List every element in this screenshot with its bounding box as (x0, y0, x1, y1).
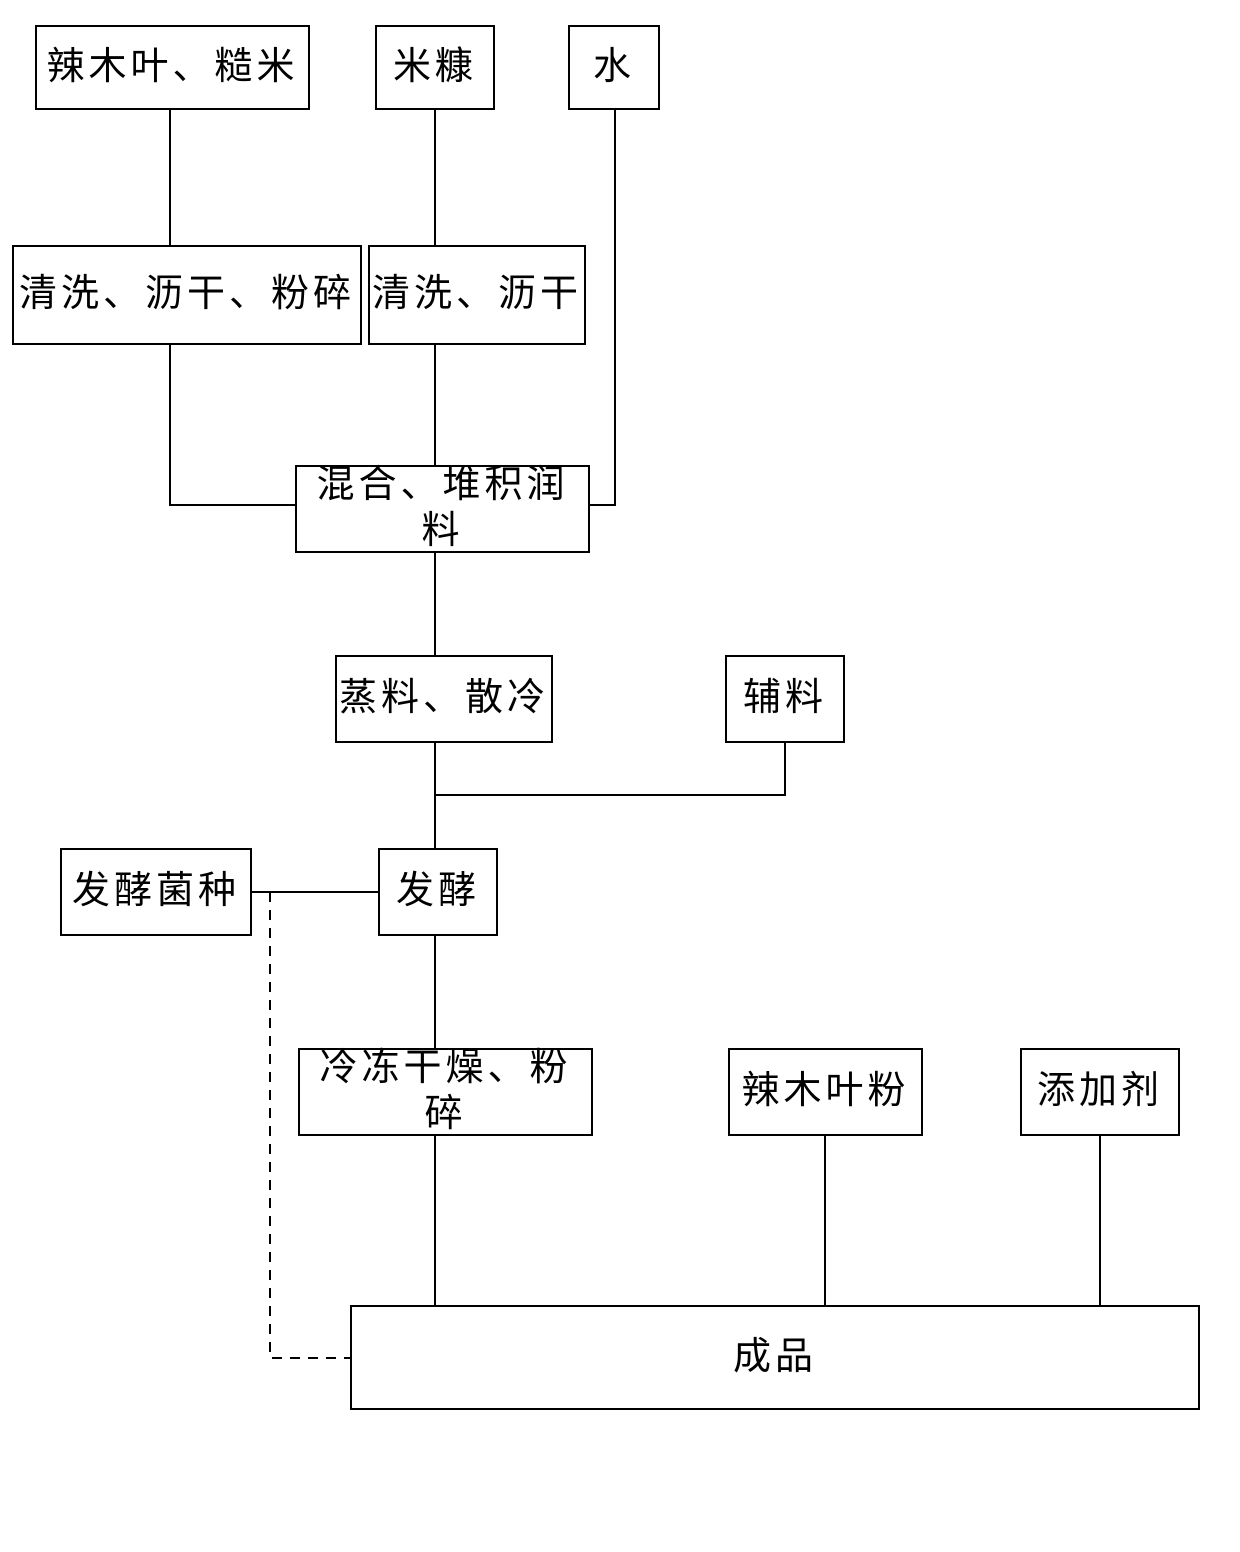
node-auxiliary: 辅料 (725, 655, 845, 743)
node-steam-cool: 蒸料、散冷 (335, 655, 553, 743)
node-wash-drain-crush: 清洗、沥干、粉碎 (12, 245, 362, 345)
node-water: 水 (568, 25, 660, 110)
node-label: 清洗、沥干 (372, 272, 582, 318)
node-moringa-rice: 辣木叶、糙米 (35, 25, 310, 110)
node-label: 发酵菌种 (72, 869, 240, 915)
node-mix-moisten: 混合、堆积润料 (295, 465, 590, 553)
node-label: 米糠 (393, 45, 477, 91)
node-wash-drain: 清洗、沥干 (368, 245, 586, 345)
node-ferment-strain: 发酵菌种 (60, 848, 252, 936)
node-label: 冷冻干燥、粉碎 (300, 1046, 591, 1137)
node-label: 辣木叶粉 (741, 1069, 909, 1115)
node-additive: 添加剂 (1020, 1048, 1180, 1136)
node-moringa-powder: 辣木叶粉 (728, 1048, 923, 1136)
node-label: 成品 (733, 1335, 817, 1381)
node-label: 辣木叶、糙米 (46, 45, 298, 91)
node-label: 混合、堆积润料 (297, 463, 588, 554)
node-freeze-dry-crush: 冷冻干燥、粉碎 (298, 1048, 593, 1136)
node-label: 辅料 (743, 676, 827, 722)
node-label: 水 (593, 45, 635, 91)
node-label: 发酵 (396, 869, 480, 915)
node-label: 添加剂 (1037, 1069, 1163, 1115)
node-ferment: 发酵 (378, 848, 498, 936)
node-label: 蒸料、散冷 (339, 676, 549, 722)
node-rice-bran: 米糠 (375, 25, 495, 110)
node-final-product: 成品 (350, 1305, 1200, 1410)
node-label: 清洗、沥干、粉碎 (19, 272, 355, 318)
